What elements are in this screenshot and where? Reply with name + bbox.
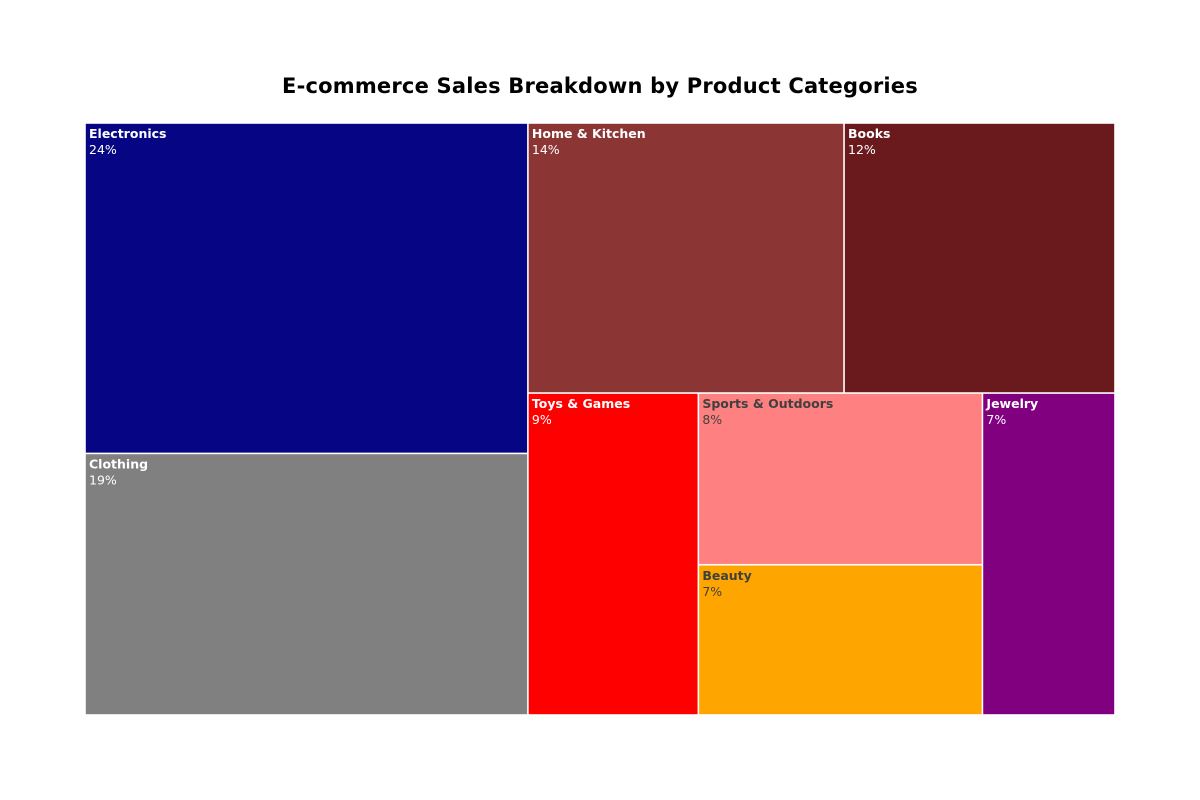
tile-value-beauty: 7% [702, 584, 722, 599]
chart-title: E-commerce Sales Breakdown by Product Ca… [282, 74, 918, 98]
tile-rect-sports-and-outdoors [699, 393, 982, 564]
tile-label-toys-and-games: Toys & Games [532, 396, 630, 411]
tile-rect-electronics [85, 123, 528, 453]
tile-label-clothing: Clothing [89, 456, 148, 471]
tile-value-electronics: 24% [89, 142, 117, 157]
tile-label-home-and-kitchen: Home & Kitchen [532, 126, 646, 141]
tile-value-books: 12% [848, 142, 876, 157]
tile-rect-toys-and-games [528, 393, 698, 715]
tile-value-toys-and-games: 9% [532, 412, 552, 427]
tile-label-books: Books [848, 126, 890, 141]
tile-label-electronics: Electronics [89, 126, 166, 141]
tile-rect-clothing [85, 454, 528, 715]
tile-rect-beauty [699, 565, 982, 715]
tile-value-clothing: 19% [89, 472, 117, 487]
tile-label-jewelry: Jewelry [985, 396, 1038, 411]
tile-rect-jewelry [983, 393, 1115, 715]
tile-rect-home-and-kitchen [528, 123, 844, 393]
tile-value-home-and-kitchen: 14% [532, 142, 560, 157]
tile-label-sports-and-outdoors: Sports & Outdoors [702, 396, 833, 411]
tile-rect-books [844, 123, 1115, 393]
tile-value-jewelry: 7% [986, 412, 1006, 427]
tile-label-beauty: Beauty [702, 568, 751, 583]
tile-value-sports-and-outdoors: 8% [702, 412, 722, 427]
